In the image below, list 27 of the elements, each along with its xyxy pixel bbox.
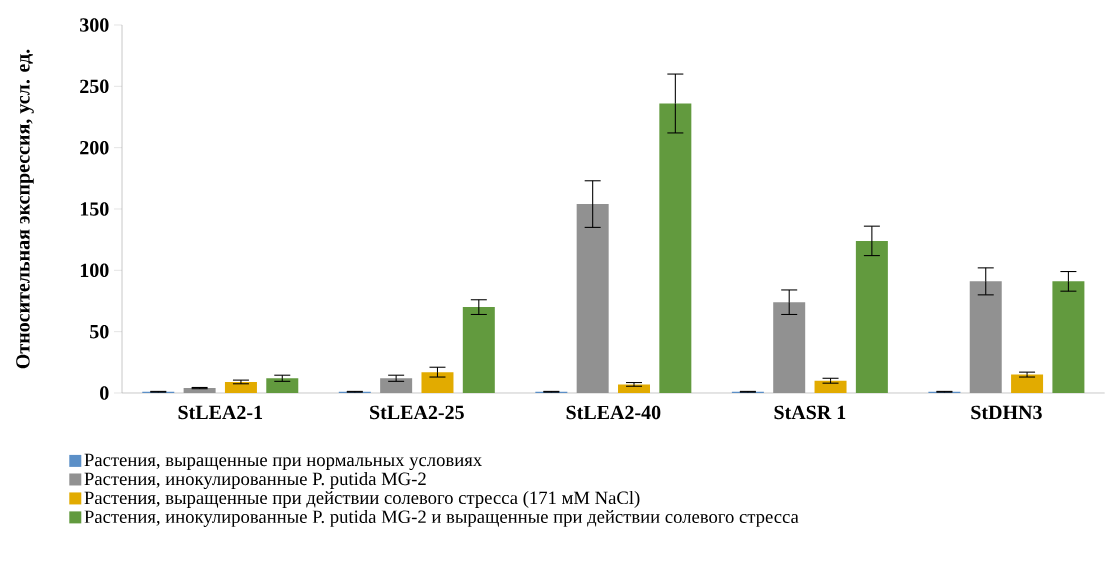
y-tick-label: 50: [90, 324, 109, 339]
bar: [1011, 374, 1044, 393]
y-tick-label: 300: [80, 18, 109, 32]
y-tick-label: 0: [100, 386, 109, 400]
legend-label: Растения, выращенные при действии солевого стресса (171 мМ NaCl): [84, 490, 640, 508]
legend-label: Растения, инокулированные P. putida MG-2: [84, 471, 426, 489]
legend-label: Растения, выращенные при нормальных условиях: [84, 453, 482, 471]
bar: [659, 103, 692, 393]
bar: [462, 307, 495, 393]
x-tick-label: StLEA2-40: [566, 405, 661, 420]
x-tick-label: StLEA2-25: [370, 405, 464, 420]
legend-label: Растения, инокулированные P. putida MG-2 и выращенные при действии солевого стресса: [84, 509, 799, 527]
y-tick-label: 100: [80, 263, 109, 278]
y-tick-label: 250: [80, 79, 109, 94]
bar: [421, 372, 454, 393]
bar: [266, 378, 299, 393]
y-tick-label: 150: [80, 202, 109, 216]
bar: [618, 384, 651, 393]
x-tick-label: StASR 1: [774, 405, 846, 420]
y-axis-title: Относительная экспрессия, усл. ед.: [16, 49, 34, 369]
x-tick-label: StDHN3: [971, 405, 1042, 420]
bar: [224, 381, 257, 393]
bar: [1052, 281, 1085, 393]
x-tick-label: StLEA2-1: [178, 405, 263, 420]
bar: [855, 240, 888, 393]
bar: [814, 380, 847, 393]
y-tick-label: 200: [80, 140, 109, 155]
